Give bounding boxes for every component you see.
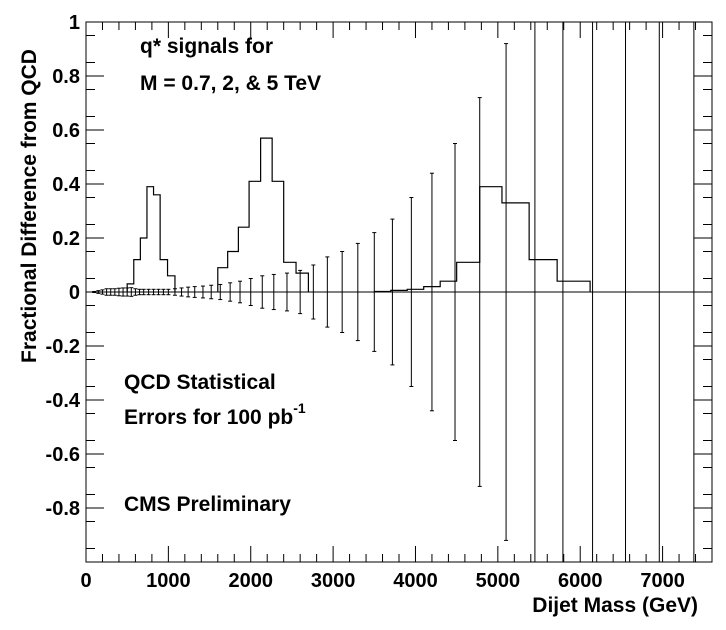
y-tick-label: 0.4 <box>52 174 81 196</box>
x-tick-label: 5000 <box>476 570 521 592</box>
x-tick-label: 1000 <box>146 570 191 592</box>
y-tick-label: 0 <box>69 282 80 304</box>
tick-labels-layer: 0 1000 2000 3000 4000 5000 6000 7000 -0.8 -0.6 -0.… <box>46 12 685 592</box>
y-tick-label: 0.6 <box>52 120 80 142</box>
plot-frame <box>85 21 713 563</box>
signal-histogram-3 <box>373 186 591 293</box>
annotation-stat-line1: QCD Statistical <box>124 371 276 394</box>
annotation-signals-line2: M = 0.7, 2, & 5 TeV <box>140 72 321 95</box>
x-tick-label: 4000 <box>393 570 438 592</box>
y-tick-label: -0.6 <box>46 444 80 466</box>
x-tick-label: 3000 <box>311 570 356 592</box>
annotation-stat-line2-main: Errors for 100 pb <box>124 406 293 429</box>
signal-histogram-2 <box>217 137 309 292</box>
y-tick-label: -0.4 <box>46 390 81 412</box>
x-tick-label: 2000 <box>228 570 273 592</box>
x-tick-label: 7000 <box>640 570 685 592</box>
y-tick-label: 1 <box>69 12 80 34</box>
y-tick-label: 0.2 <box>52 228 80 250</box>
x-tick-label: 0 <box>80 570 91 592</box>
y-tick-label: 0.8 <box>52 66 80 88</box>
x-tick-label: 6000 <box>558 570 603 592</box>
y-axis-title: Fractional Difference from QCD <box>18 49 41 363</box>
y-tick-label: -0.2 <box>46 336 80 358</box>
annotation-stat-line2-sup: -1 <box>293 400 306 416</box>
annotation-stat-line2: Errors for 100 pb-1 <box>124 400 306 429</box>
annotation-preliminary: CMS Preliminary <box>124 493 291 516</box>
axis-ticks-layer <box>85 21 713 562</box>
y-tick-label: -0.8 <box>46 498 80 520</box>
x-axis-title: Dijet Mass (GeV) <box>532 594 698 617</box>
signal-histogram-1 <box>126 186 176 292</box>
annotation-signals-line1: q* signals for <box>140 35 273 58</box>
signal-histograms-layer <box>126 137 591 293</box>
